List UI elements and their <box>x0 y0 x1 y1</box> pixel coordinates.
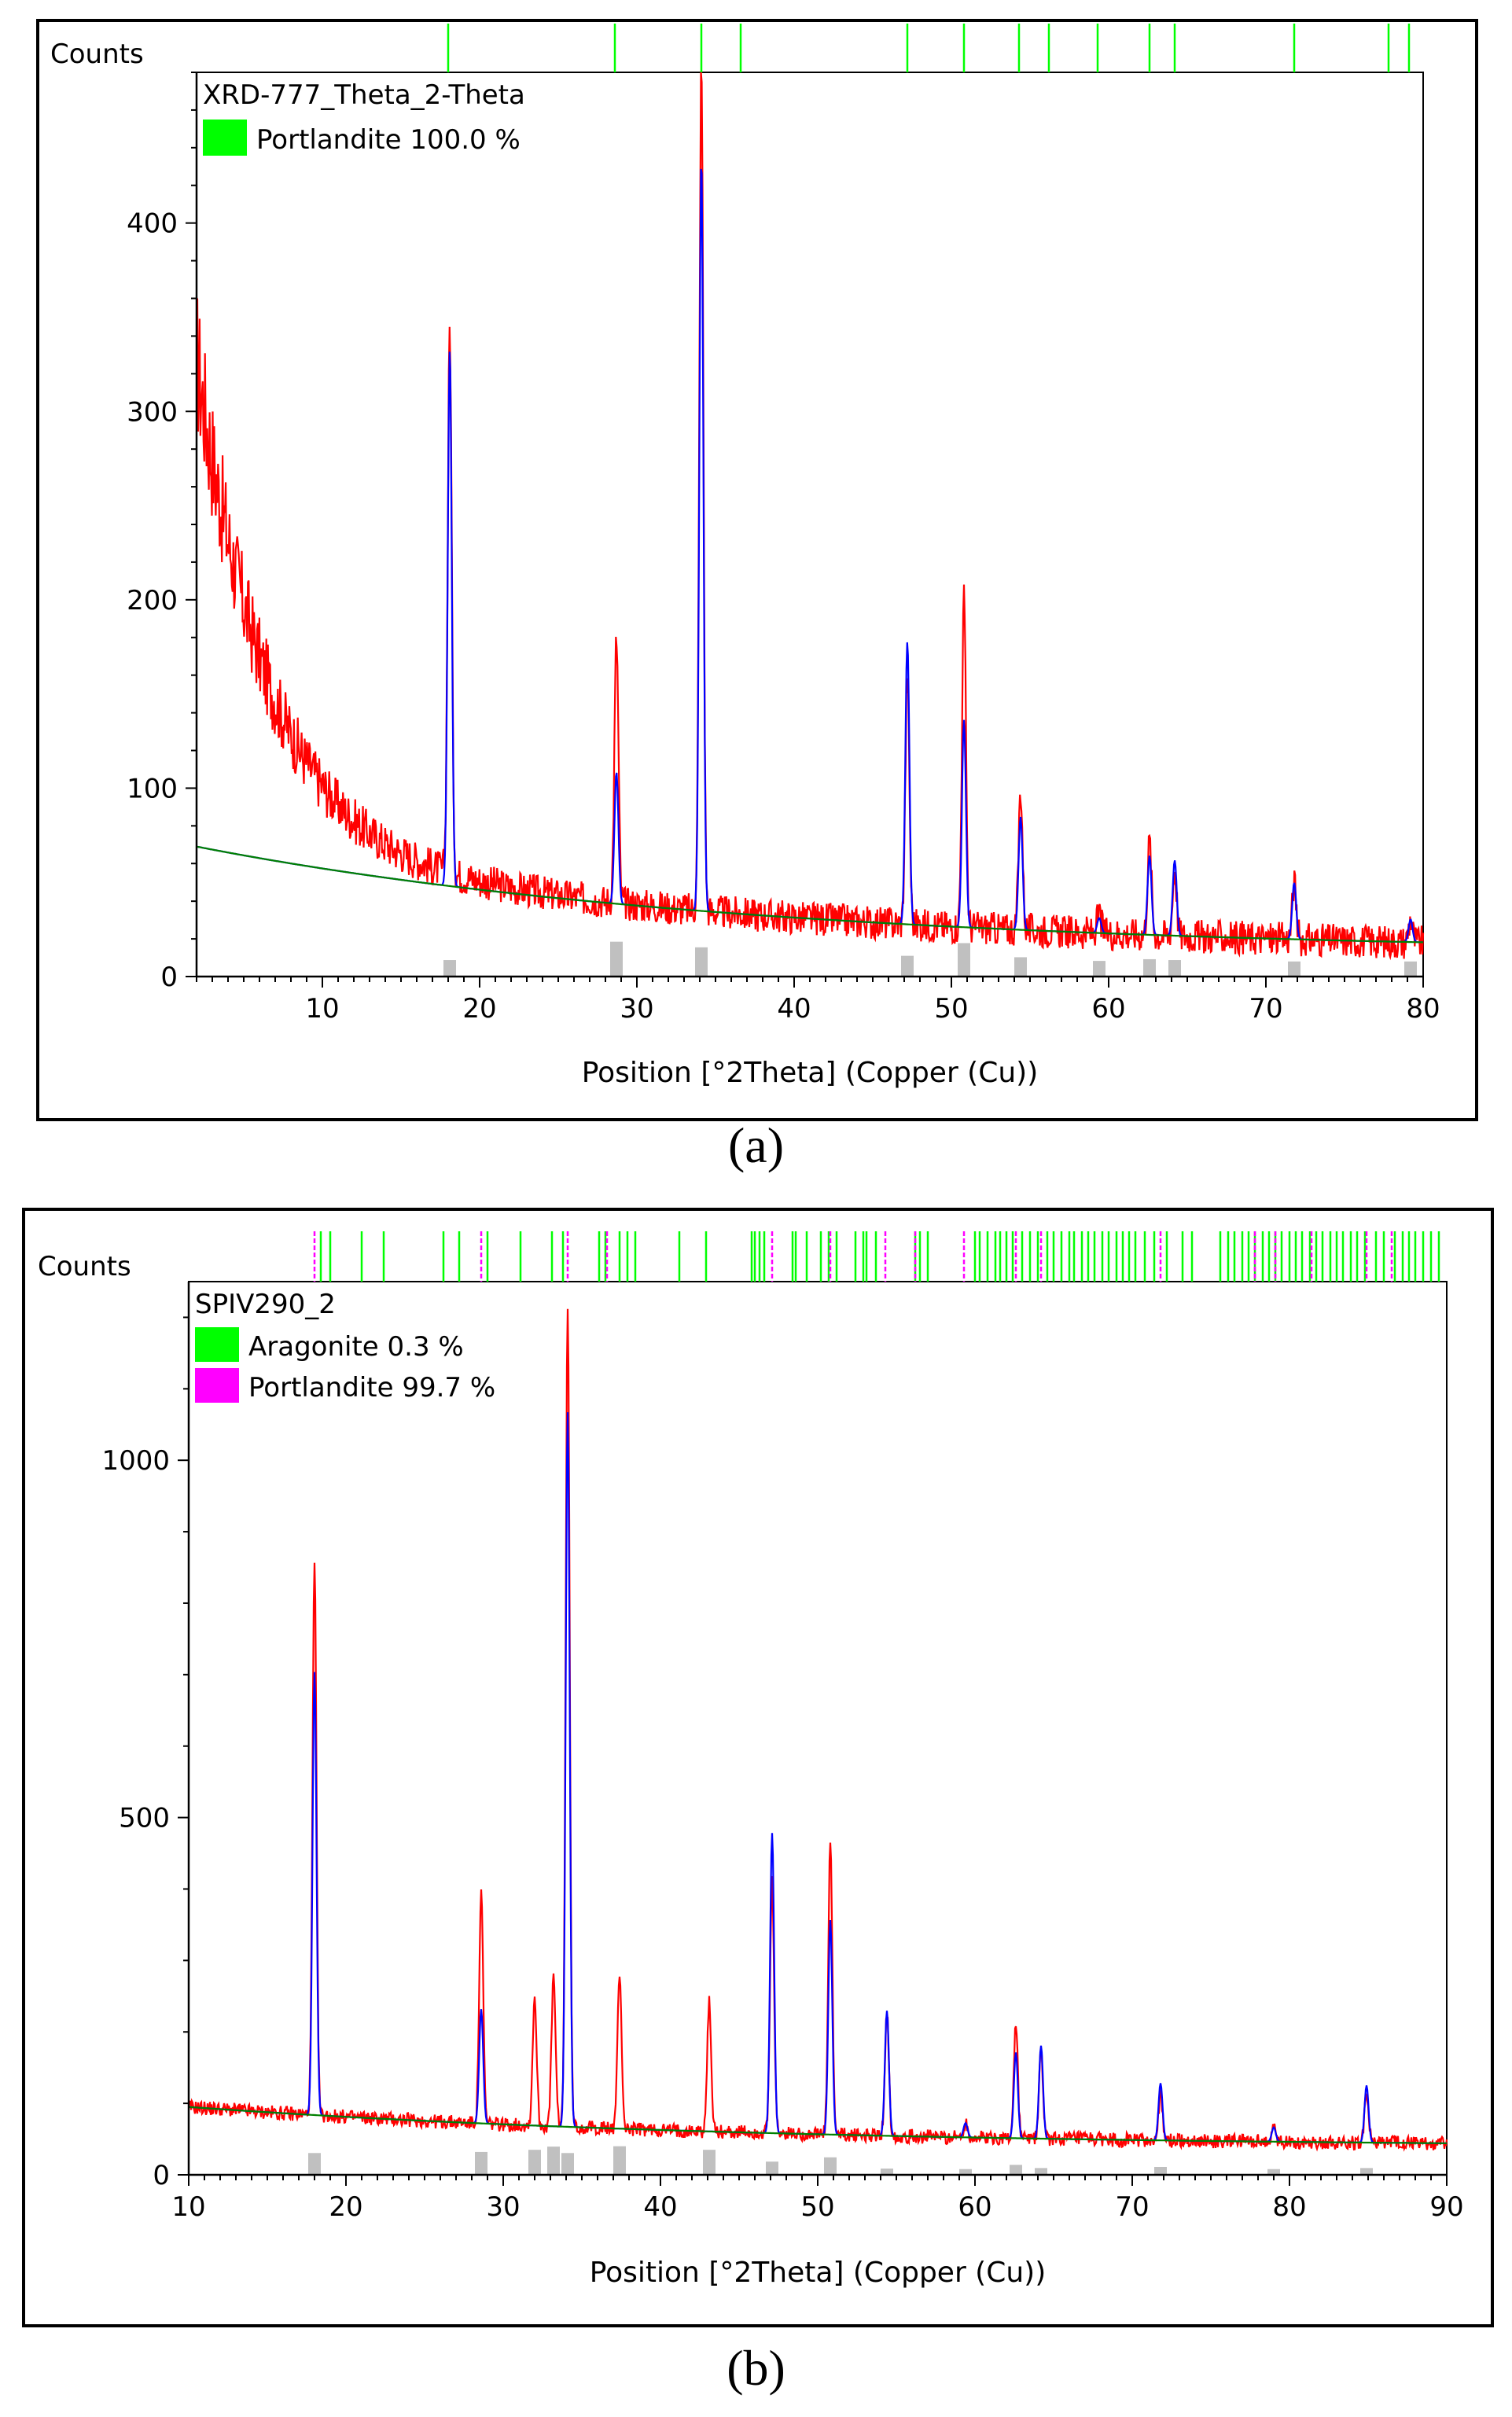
chart-a-title: XRD-777_Theta_2-Theta <box>203 79 525 111</box>
x-tick-label: 30 <box>620 993 653 1025</box>
chart-b-legend-label-portlandite: Portlandite 99.7 % <box>248 1372 495 1403</box>
difference-bar <box>1093 961 1105 977</box>
chart-a: 10 20 30 40 50 60 70 80 0 100 200 300 400 Counts XRD… <box>36 19 1478 1121</box>
difference-bar <box>766 2161 778 2175</box>
x-tick-label: 20 <box>462 993 496 1025</box>
difference-bar <box>959 2169 972 2175</box>
chart-b-xlabel: Position [°2Theta] (Copper (Cu)) <box>590 2257 1047 2289</box>
difference-bar <box>703 2150 716 2175</box>
chart-a-xlabel: Position [°2Theta] (Copper (Cu)) <box>582 1057 1039 1089</box>
difference-bar <box>475 2151 487 2175</box>
chart-b-ylabel: Counts <box>38 1251 131 1282</box>
chart-b-reference-ticks <box>313 1231 1440 1282</box>
x-tick-label: 50 <box>934 993 968 1025</box>
x-tick-label: 80 <box>1406 993 1440 1025</box>
chart-b: 10 20 30 40 50 60 70 80 90 0 500 1000 Counts SPIV29… <box>22 1208 1494 2327</box>
y-tick-label: 200 <box>127 585 178 616</box>
chart-b-legend: Aragonite 0.3 % Portlandite 99.7 % <box>195 1327 495 1403</box>
y-tick-label: 500 <box>119 1803 170 1834</box>
difference-bar <box>881 2169 893 2175</box>
x-tick-label: 80 <box>1272 2191 1306 2223</box>
panel-label-b: (b) <box>727 2340 785 2396</box>
x-tick-label: 20 <box>329 2191 362 2223</box>
difference-bar <box>824 2157 837 2175</box>
difference-bar <box>958 943 970 977</box>
difference-bar <box>1288 961 1300 977</box>
chart-a-legend-swatch <box>203 120 247 156</box>
y-tick-label: 0 <box>160 962 178 993</box>
difference-bar <box>1360 2168 1373 2175</box>
difference-bar <box>1154 2167 1167 2175</box>
difference-bar <box>1143 958 1156 977</box>
x-tick-label: 40 <box>643 2191 677 2223</box>
difference-bar <box>528 2150 541 2175</box>
x-tick-label: 60 <box>1091 993 1125 1025</box>
difference-bar <box>561 2153 574 2175</box>
difference-bar <box>1267 2169 1280 2175</box>
chart-a-background-curve <box>196 845 1424 944</box>
difference-bar <box>1404 961 1417 977</box>
difference-bar <box>901 955 914 977</box>
x-tick-label: 70 <box>1249 993 1282 1025</box>
difference-bar <box>547 2147 560 2175</box>
difference-bar <box>1010 2165 1022 2175</box>
y-tick-label: 100 <box>127 773 178 804</box>
chart-a-axes: 10 20 30 40 50 60 70 80 0 100 200 300 400 <box>127 72 1440 1025</box>
x-tick-label: 10 <box>305 993 339 1025</box>
panel-label-a: (a) <box>727 1117 785 1173</box>
chart-b-background-curve <box>189 2106 1448 2144</box>
y-tick-label: 300 <box>127 396 178 428</box>
x-tick-label: 50 <box>800 2191 834 2223</box>
difference-bar <box>308 2153 321 2175</box>
difference-bar <box>1168 960 1181 977</box>
chart-b-legend-label-aragonite: Aragonite 0.3 % <box>248 1331 464 1363</box>
x-tick-label: 60 <box>958 2191 991 2223</box>
x-tick-label: 30 <box>486 2191 520 2223</box>
chart-b-frame <box>22 1208 1494 2327</box>
y-tick-label: 1000 <box>101 1445 170 1477</box>
chart-b-legend-swatch-portlandite <box>195 1368 239 1403</box>
x-tick-label: 90 <box>1429 2191 1463 2223</box>
chart-b-legend-swatch-aragonite <box>195 1327 239 1362</box>
y-tick-label: 400 <box>127 208 178 240</box>
difference-bar <box>695 947 708 977</box>
chart-a-ylabel: Counts <box>50 39 144 70</box>
chart-b-difference-fill <box>308 2146 1373 2175</box>
y-tick-label: 0 <box>153 2160 170 2191</box>
chart-a-plot-area <box>196 72 1424 977</box>
chart-a-frame <box>36 19 1478 1121</box>
difference-bar <box>610 941 623 977</box>
x-tick-label: 10 <box>171 2191 205 2223</box>
x-tick-label: 70 <box>1115 2191 1149 2223</box>
chart-a-difference-fill <box>443 941 1417 977</box>
chart-a-observed-series <box>196 72 1425 961</box>
x-tick-label: 40 <box>777 993 811 1025</box>
chart-b-title: SPIV290_2 <box>195 1289 336 1320</box>
chart-b-axes: 10 20 30 40 50 60 70 80 90 0 500 1000 <box>101 1282 1464 2223</box>
difference-bar <box>1014 957 1027 977</box>
difference-bar <box>1035 2168 1047 2175</box>
chart-a-legend: Portlandite 100.0 % <box>203 120 521 156</box>
chart-a-legend-label: Portlandite 100.0 % <box>256 124 521 156</box>
chart-b-plot-area <box>188 1281 1448 2176</box>
difference-bar <box>613 2146 626 2175</box>
difference-bar <box>443 960 456 977</box>
chart-a-reference-ticks <box>447 24 1411 72</box>
